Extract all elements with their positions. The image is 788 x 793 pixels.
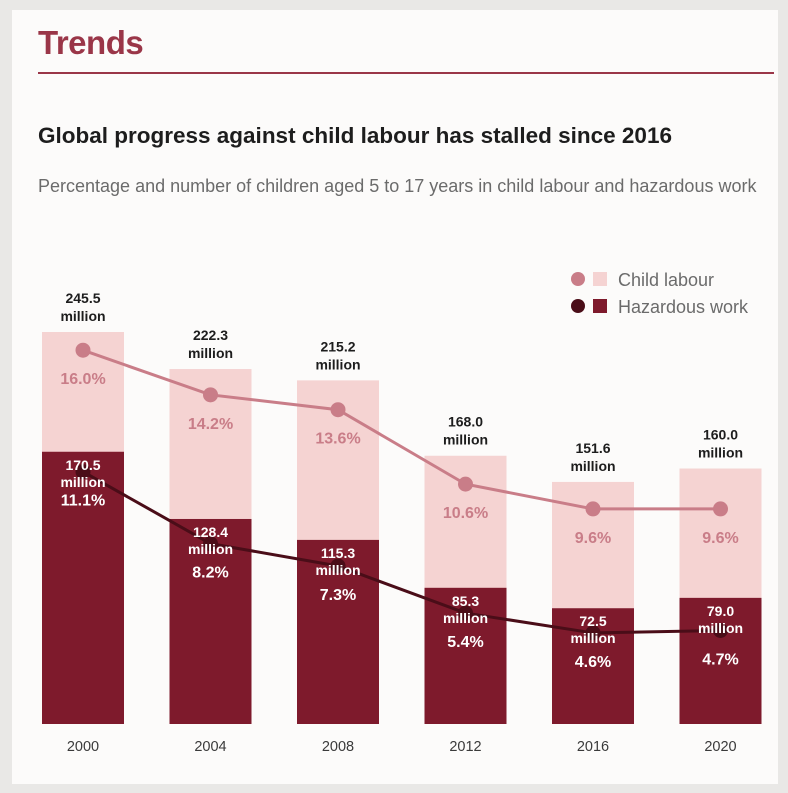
point-child-labour-2004 — [203, 387, 218, 403]
label-child-labour-value-2020: 160.0 million — [698, 427, 743, 461]
x-tick-2000: 2000 — [67, 739, 99, 755]
chart-headline: Global progress against child labour has… — [38, 123, 672, 148]
legend-hazardous-label: Hazardous work — [618, 297, 749, 317]
label-child-labour-percent-2012: 10.6% — [443, 505, 488, 522]
line-hazardous — [82, 470, 721, 635]
bars-group — [42, 332, 762, 724]
chart-page: Trends Global progress against child lab… — [12, 10, 778, 784]
title-rule — [38, 72, 774, 74]
legend: Child labour Hazardous work — [571, 270, 749, 317]
legend-child-labour-label: Child labour — [618, 270, 714, 290]
label-child-labour-value-2016: 151.6 million — [570, 440, 615, 474]
legend-hazardous-swatch — [593, 299, 607, 313]
point-child-labour-2020 — [713, 501, 728, 517]
point-child-labour-2016 — [585, 501, 601, 517]
label-child-labour-percent-2000: 16.0% — [60, 371, 105, 388]
label-hazardous-value-2000: 170.5 million — [60, 457, 105, 490]
point-child-labour-2008 — [330, 402, 346, 418]
labels-group: 245.5 million 170.5 million 16.0% 11.1% 2000 22… — [60, 290, 743, 755]
x-tick-2004: 2004 — [194, 739, 226, 755]
label-hazardous-value-2020: 79.0 million — [698, 603, 743, 636]
x-tick-2012: 2012 — [449, 739, 481, 755]
label-hazardous-percent-2012: 5.4% — [447, 634, 483, 651]
label-child-labour-value-2000: 245.5 million — [60, 290, 105, 324]
point-hazardous-2016 — [585, 625, 601, 641]
point-hazardous-2012 — [458, 605, 473, 621]
bar-line-chart: Child labour Hazardous work 245.5 million… — [42, 270, 762, 755]
label-hazardous-percent-2004: 8.2% — [192, 565, 228, 582]
lines-group — [75, 342, 728, 641]
label-hazardous-percent-2020: 4.7% — [702, 651, 738, 668]
label-hazardous-value-2008: 115.3 million — [315, 545, 360, 578]
legend-child-labour-dot — [571, 272, 585, 286]
section-title: Trends — [38, 24, 144, 61]
x-tick-2016: 2016 — [577, 739, 609, 755]
label-child-labour-percent-2004: 14.2% — [188, 416, 233, 433]
legend-child-labour-swatch — [593, 272, 607, 286]
point-hazardous-2008 — [330, 558, 346, 574]
point-hazardous-2004 — [203, 536, 218, 552]
label-hazardous-percent-2016: 4.6% — [575, 654, 611, 671]
label-child-labour-value-2004: 222.3 million — [188, 327, 233, 361]
label-child-labour-percent-2008: 13.6% — [315, 431, 360, 448]
point-child-labour-2000 — [75, 342, 91, 358]
label-child-labour-value-2012: 168.0 million — [443, 414, 488, 448]
point-child-labour-2012 — [458, 476, 473, 492]
label-hazardous-value-2012: 85.3 million — [443, 593, 488, 626]
label-hazardous-percent-2008: 7.3% — [320, 587, 356, 604]
x-tick-2020: 2020 — [704, 739, 736, 755]
bar-hazardous-2000 — [42, 451, 124, 724]
label-hazardous-value-2004: 128.4 million — [188, 524, 233, 557]
x-tick-2008: 2008 — [322, 739, 354, 755]
label-child-labour-value-2008: 215.2 million — [315, 338, 360, 372]
label-hazardous-value-2016: 72.5 million — [570, 613, 615, 646]
chart-subtitle: Percentage and number of children aged 5… — [38, 176, 757, 196]
point-hazardous-2020 — [713, 622, 728, 638]
bar-hazardous-2020 — [679, 597, 762, 724]
bar-hazardous-2004 — [169, 518, 252, 724]
label-child-labour-percent-2016: 9.6% — [575, 530, 611, 547]
point-hazardous-2000 — [75, 464, 91, 480]
label-child-labour-percent-2020: 9.6% — [702, 530, 738, 547]
line-child-labour — [82, 348, 721, 511]
label-hazardous-percent-2000: 11.1% — [61, 493, 105, 510]
legend-hazardous-dot — [571, 299, 585, 313]
